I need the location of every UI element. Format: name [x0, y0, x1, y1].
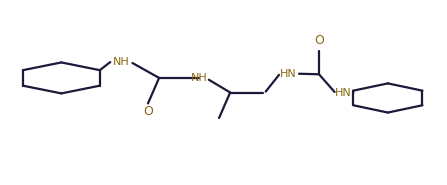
Text: HN: HN — [279, 69, 296, 79]
Text: O: O — [314, 34, 324, 47]
Text: O: O — [143, 105, 153, 118]
Text: NH: NH — [191, 73, 207, 83]
Text: NH: NH — [113, 57, 130, 67]
Text: HN: HN — [335, 88, 352, 97]
